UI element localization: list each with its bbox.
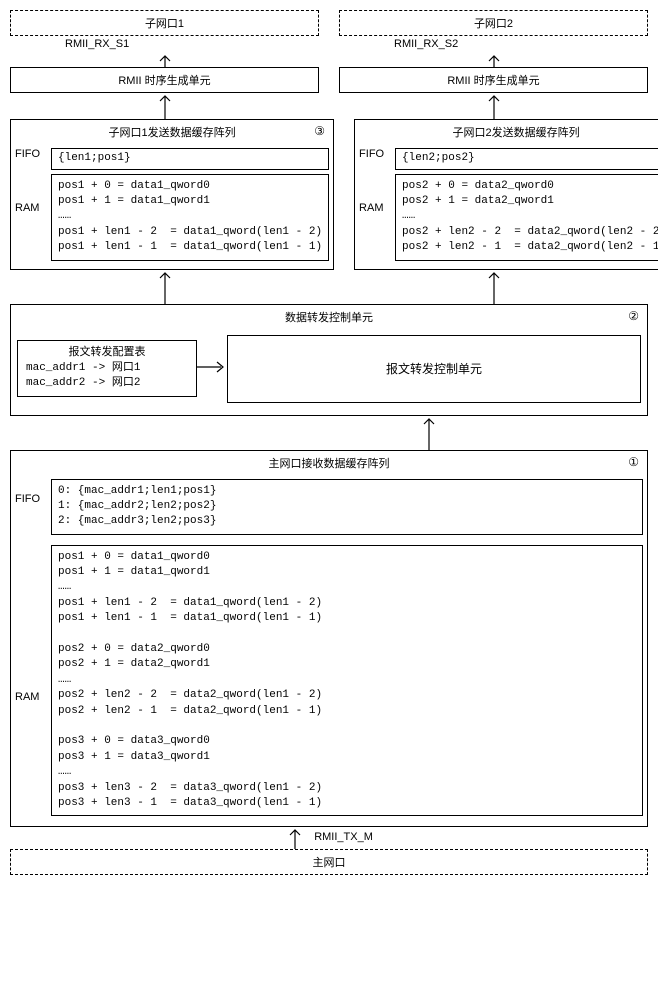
arrow-sig2: RMII_RX_S2 (339, 36, 648, 67)
forward-num: ② (628, 309, 639, 323)
main-recv-num: ① (628, 455, 639, 469)
arrow-up-icon (484, 270, 504, 304)
buffer-2: 子网口2发送数据缓存阵列 ④ FIFO {len2;pos2} RAM pos2… (354, 119, 658, 269)
buffer-1-num: ③ (314, 124, 325, 138)
arrow-row-3 (10, 416, 648, 450)
sub-port-2: 子网口2 (339, 10, 648, 36)
main-fifo-label: FIFO (15, 493, 40, 505)
sig2-label: RMII_RX_S2 (339, 36, 648, 53)
main-recv: 主网口接收数据缓存阵列 ① FIFO 0: {mac_addr1;len1;po… (10, 450, 648, 828)
ram-label-2: RAM (359, 202, 383, 214)
rmii-unit-1-label: RMII 时序生成单元 (118, 75, 210, 87)
fifo-label-1: FIFO (15, 148, 40, 160)
arrow-up-icon (285, 827, 305, 849)
rmii-unit-2: RMII 时序生成单元 (339, 67, 648, 93)
fifo-label-2: FIFO (359, 148, 384, 160)
main-port: 主网口 (10, 849, 648, 875)
rmii-unit-2-label: RMII 时序生成单元 (447, 75, 539, 87)
fifo-box-1: {len1;pos1} (51, 148, 329, 169)
sub-port-1-label: 子网口1 (145, 18, 184, 30)
fifo-box-2: {len2;pos2} (395, 148, 658, 169)
forward-main-box: 报文转发控制单元 (227, 335, 641, 403)
arrow-up-icon (155, 93, 175, 119)
top-subports-row: 子网口1 RMII_RX_S1 RMII 时序生成单元 子网口2 RMII_RX… (10, 10, 648, 93)
ram-label-1: RAM (15, 202, 39, 214)
main-port-label: 主网口 (313, 857, 346, 869)
main-ram-box: pos1 + 0 = data1_qword0 pos1 + 1 = data1… (51, 545, 643, 817)
config-table: 报文转发配置表 mac_addr1 -> 网口1 mac_addr2 -> 网口… (17, 340, 197, 396)
arrow-row-4: RMII_TX_M (10, 827, 648, 849)
arrows-row-1 (10, 93, 648, 119)
buffers-row: 子网口1发送数据缓存阵列 ③ FIFO {len1;pos1} RAM pos1… (10, 119, 648, 269)
arrow-up-icon (155, 270, 175, 304)
buffer-1-title: 子网口1发送数据缓存阵列 (11, 120, 333, 144)
arrow-up-icon (419, 416, 439, 450)
config-body: mac_addr1 -> 网口1 mac_addr2 -> 网口2 (26, 361, 188, 392)
arrow-sig1: RMII_RX_S1 (10, 36, 319, 67)
arrow-up-icon (484, 53, 504, 67)
ram-box-1: pos1 + 0 = data1_qword0 pos1 + 1 = data1… (51, 174, 329, 261)
sig1-label: RMII_RX_S1 (10, 36, 319, 53)
forward-title: 数据转发控制单元 (11, 305, 647, 329)
config-title: 报文转发配置表 (26, 345, 188, 360)
sub-port-1: 子网口1 (10, 10, 319, 36)
ram-box-2: pos2 + 0 = data2_qword0 pos2 + 1 = data2… (395, 174, 658, 261)
sub-port-2-label: 子网口2 (474, 18, 513, 30)
main-recv-title: 主网口接收数据缓存阵列 (11, 451, 647, 475)
arrow-up-icon (155, 53, 175, 67)
rmii-unit-1: RMII 时序生成单元 (10, 67, 319, 93)
arrow-right-icon (197, 360, 227, 374)
main-fifo-box: 0: {mac_addr1;len1;pos1} 1: {mac_addr2;l… (51, 479, 643, 535)
forward-main-label: 报文转发控制单元 (386, 360, 482, 377)
arrows-row-2 (10, 270, 648, 304)
buffer-2-title: 子网口2发送数据缓存阵列 (355, 120, 658, 144)
forward-unit: 数据转发控制单元 ② 报文转发配置表 mac_addr1 -> 网口1 mac_… (10, 304, 648, 416)
buffer-1: 子网口1发送数据缓存阵列 ③ FIFO {len1;pos1} RAM pos1… (10, 119, 334, 269)
arrow-up-icon (484, 93, 504, 119)
main-ram-label: RAM (15, 691, 39, 703)
bottom-sig-label: RMII_TX_M (308, 827, 373, 846)
arrow-right (197, 360, 227, 377)
